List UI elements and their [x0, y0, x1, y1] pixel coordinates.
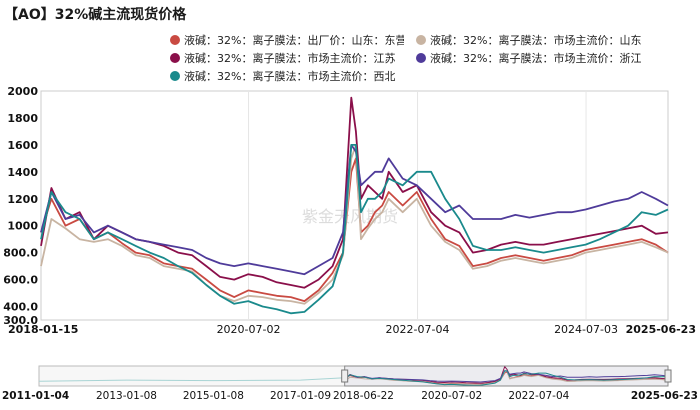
y-tick-label: 1000: [7, 220, 38, 233]
y-tick-label: 1400: [7, 166, 38, 179]
legend-item-2[interactable]: 液碱：32%：离子膜法：市场主流价：山东: [416, 34, 641, 48]
y-tick-label: 300.0: [3, 314, 38, 327]
legend-item-1[interactable]: 液碱：32%：离子膜法：出厂价：山东：东营: [170, 34, 404, 48]
navigator-right-handle[interactable]: [664, 369, 672, 383]
navigator-selection[interactable]: [344, 365, 669, 387]
y-tick-label: 1600: [7, 139, 38, 152]
navigator-tick-label: 2017-01-09: [270, 390, 331, 402]
legend-marker-icon: [170, 53, 180, 63]
navigator-tick-label: 2022-07-04: [508, 390, 569, 402]
legend-label: 液碱：32%：离子膜法：市场主流价：山东: [430, 34, 642, 47]
legend-label: 液碱：32%：离子膜法：出厂价：山东：东营: [184, 34, 404, 47]
navigator-tick-label: 2011-01-04: [2, 390, 69, 402]
series-line-5: [40, 143, 669, 315]
navigator-left-handle[interactable]: [341, 369, 349, 383]
navigator-series-5: [344, 370, 669, 386]
series-line-3: [40, 96, 669, 289]
y-tick-label: 1800: [7, 112, 38, 125]
legend-marker-icon: [170, 71, 180, 81]
navigator-history-line: [38, 377, 345, 382]
x-tick-label: 2018-01-15: [8, 323, 78, 336]
series-line-2: [40, 143, 669, 305]
legend-marker-icon: [416, 53, 426, 63]
navigator-tick-label: 2015-01-08: [183, 390, 244, 402]
x-tick-label: 2022-07-04: [386, 323, 450, 336]
legend-marker-icon: [416, 35, 426, 45]
legend-item-4[interactable]: 液碱：32%：离子膜法：市场主流价：浙江: [416, 52, 641, 66]
y-tick-label: 1200: [7, 193, 38, 206]
navigator-tick-label: 2020-07-02: [421, 390, 482, 402]
y-tick-label: 400.0: [3, 301, 38, 314]
y-tick-label: 2000: [7, 85, 38, 98]
chart-title: 【AO】32%碱主流现货价格: [4, 7, 187, 23]
legend-label: 液碱：32%：离子膜法：市场主流价：西北: [184, 70, 396, 83]
series-line-1: [40, 157, 669, 303]
x-tick-label: 2020-07-02: [217, 323, 281, 336]
x-tick-label: 2024-07-03: [554, 323, 618, 336]
legend-marker-icon: [170, 35, 180, 45]
navigator-tick-label: 2025-06-23: [631, 390, 698, 402]
legend-item-3[interactable]: 液碱：32%：离子膜法：市场主流价：江苏: [170, 52, 395, 66]
x-tick-label: 2025-06-23: [626, 323, 696, 336]
legend-label: 液碱：32%：离子膜法：市场主流价：江苏: [184, 52, 396, 65]
legend-label: 液碱：32%：离子膜法：市场主流价：浙江: [430, 52, 642, 65]
legend-item-5[interactable]: 液碱：32%：离子膜法：市场主流价：西北: [170, 70, 395, 84]
y-tick-label: 800.0: [3, 247, 38, 260]
navigator-tick-label: 2018-06-22: [333, 390, 394, 402]
y-tick-label: 600.0: [3, 274, 38, 287]
navigator-tick-label: 2013-01-08: [96, 390, 157, 402]
